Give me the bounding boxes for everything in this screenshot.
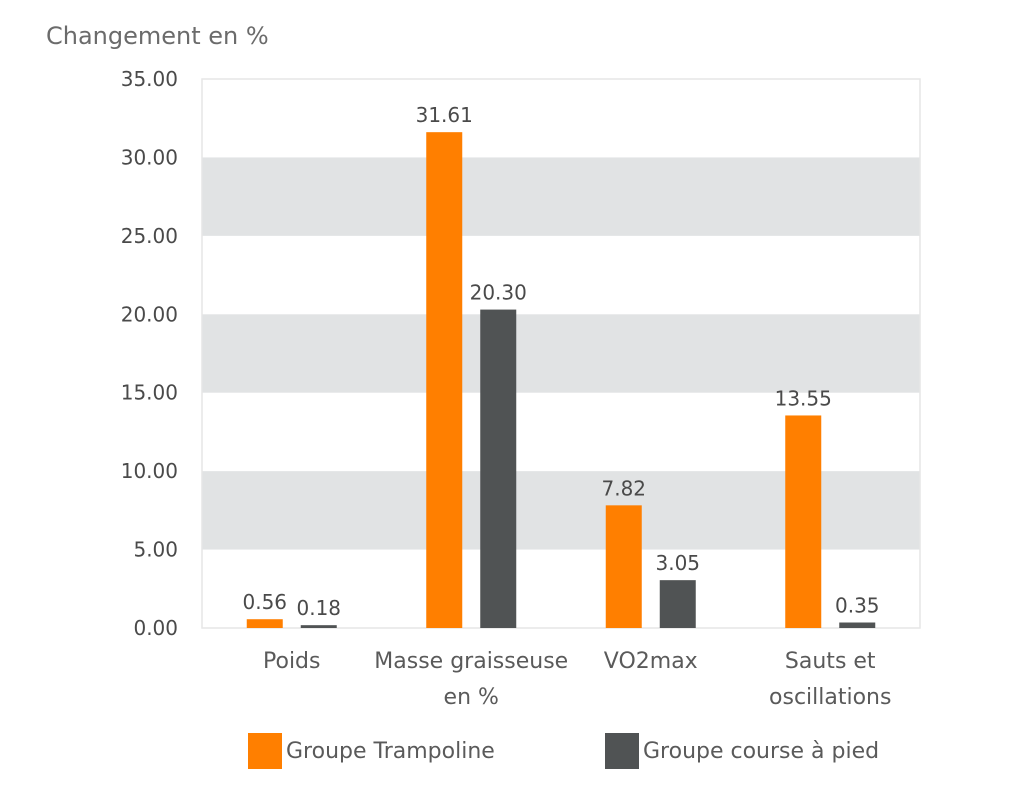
data-label: 20.30 (470, 281, 527, 305)
data-label: 3.05 (655, 551, 700, 575)
y-tick-label: 25.00 (121, 224, 178, 248)
y-tick-label: 30.00 (121, 145, 178, 169)
x-tick-label: Masse graisseuse (374, 649, 568, 674)
bar-trampoline (246, 619, 283, 628)
data-label: 31.61 (416, 103, 473, 127)
legend-swatch (248, 733, 282, 769)
data-label: 0.56 (242, 590, 287, 614)
legend-swatch (605, 733, 639, 769)
data-label: 13.55 (775, 386, 832, 410)
bar-course (480, 309, 517, 628)
x-tick-label: Sauts et (785, 649, 876, 674)
y-axis-title: Changement en % (46, 22, 269, 50)
x-tick-label: en % (444, 685, 499, 710)
y-tick-label: 35.00 (121, 67, 178, 91)
bar-trampoline (426, 132, 463, 629)
bar-course (839, 622, 876, 628)
x-tick-label: oscillations (769, 685, 891, 710)
y-tick-label: 0.00 (133, 616, 178, 640)
y-tick-label: 10.00 (121, 459, 178, 483)
x-tick-label: VO2max (604, 649, 698, 674)
data-label: 0.35 (835, 594, 880, 618)
y-tick-label: 5.00 (133, 538, 178, 562)
legend-label: Groupe Trampoline (286, 739, 495, 764)
plot-frame (201, 78, 921, 629)
data-label: 0.18 (296, 596, 341, 620)
bar-trampoline (785, 415, 822, 628)
legend-label: Groupe course à pied (643, 739, 879, 764)
grid-band (202, 314, 920, 393)
bar-course (300, 625, 337, 628)
bar-course (659, 580, 696, 628)
y-tick-label: 20.00 (121, 302, 178, 326)
x-tick-label: Poids (263, 649, 320, 674)
bar-trampoline (605, 505, 642, 628)
grid-band (202, 157, 920, 236)
data-label: 7.82 (601, 476, 646, 500)
y-tick-label: 15.00 (121, 381, 178, 405)
